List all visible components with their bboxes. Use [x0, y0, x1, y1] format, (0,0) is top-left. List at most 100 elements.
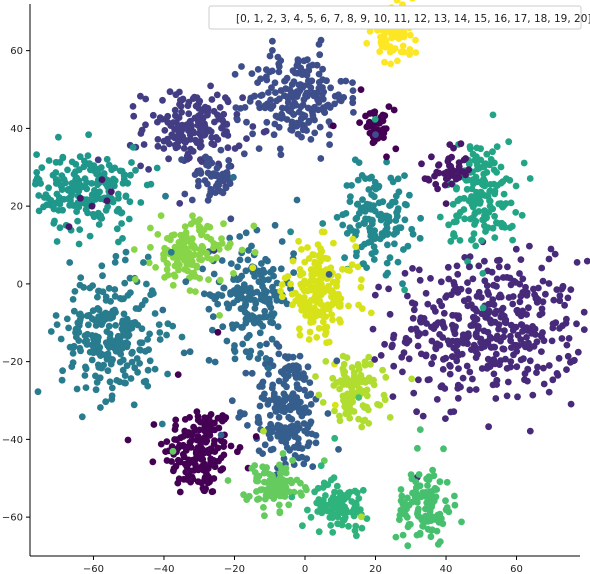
data-point [345, 522, 352, 530]
data-point [86, 284, 94, 292]
data-point [272, 89, 279, 96]
data-point [241, 104, 249, 111]
data-point [493, 219, 501, 227]
cluster-4 [231, 13, 357, 162]
data-point [490, 370, 498, 378]
data-point [506, 176, 514, 184]
data-point [95, 221, 103, 228]
data-point [307, 418, 315, 426]
data-point [265, 479, 273, 486]
data-point [392, 225, 400, 233]
data-point [172, 262, 180, 269]
data-point [208, 256, 216, 263]
data-point [516, 298, 524, 306]
data-point [122, 248, 130, 256]
data-point [489, 111, 497, 119]
y-tick-label: 0 [17, 279, 23, 290]
data-point [314, 96, 321, 104]
data-point [196, 216, 203, 224]
data-point [354, 361, 362, 368]
data-point [282, 85, 290, 93]
data-point [86, 232, 94, 240]
data-point [241, 308, 249, 316]
data-point [354, 200, 362, 208]
data-point [433, 396, 441, 403]
data-point [331, 434, 339, 442]
data-point [137, 92, 144, 100]
data-point [551, 250, 559, 258]
data-point [319, 220, 327, 227]
data-point [564, 294, 572, 302]
data-point [75, 337, 83, 344]
data-point [337, 318, 344, 326]
data-point [222, 184, 230, 192]
data-point [194, 413, 202, 420]
data-point [553, 370, 561, 377]
data-point [177, 246, 184, 254]
data-point [319, 399, 327, 406]
data-point [261, 104, 269, 112]
data-point [181, 190, 189, 198]
data-point [573, 259, 581, 266]
data-point [436, 213, 444, 221]
data-point [275, 413, 283, 421]
data-point [320, 108, 328, 116]
data-point [234, 448, 241, 456]
data-point [549, 376, 557, 384]
data-point [391, 45, 399, 52]
data-point [327, 84, 334, 92]
data-point [514, 393, 521, 401]
data-point [276, 508, 284, 515]
data-point [448, 180, 455, 188]
data-point [226, 180, 234, 188]
data-point [97, 212, 104, 220]
data-point [363, 39, 371, 47]
data-point [492, 350, 500, 358]
data-point [251, 249, 259, 256]
data-point [281, 392, 289, 400]
data-point [505, 138, 513, 146]
data-point [288, 493, 296, 501]
data-point [262, 298, 270, 305]
data-point [228, 321, 236, 329]
data-point [128, 159, 135, 166]
data-point [365, 420, 373, 427]
data-point [204, 106, 212, 114]
x-tick-label: 20 [369, 564, 382, 574]
data-point [290, 269, 298, 276]
data-point [240, 491, 248, 499]
data-point [121, 256, 129, 264]
data-point [454, 384, 462, 392]
data-point [187, 478, 195, 486]
data-point [249, 130, 256, 138]
data-point [200, 487, 208, 494]
data-point [219, 123, 226, 131]
data-point [341, 368, 349, 376]
data-point [358, 305, 366, 312]
data-point [386, 254, 394, 262]
data-point [220, 443, 228, 450]
data-point [375, 211, 383, 219]
data-point [405, 355, 413, 363]
data-point [458, 518, 465, 526]
data-point [115, 194, 122, 202]
data-point [293, 394, 301, 401]
data-point [477, 338, 484, 346]
data-point [367, 360, 374, 368]
data-point [295, 385, 303, 393]
data-point [445, 221, 452, 229]
data-point [319, 65, 326, 73]
data-point [124, 179, 132, 187]
data-point [359, 196, 366, 204]
data-point [525, 304, 532, 312]
data-point [307, 316, 315, 324]
data-point [88, 180, 96, 187]
data-point [188, 240, 196, 248]
data-point [255, 419, 263, 427]
data-point [494, 257, 501, 264]
data-point [389, 341, 396, 349]
data-point [474, 325, 482, 333]
data-point [172, 462, 180, 470]
data-point [429, 466, 436, 474]
data-point [317, 462, 325, 470]
